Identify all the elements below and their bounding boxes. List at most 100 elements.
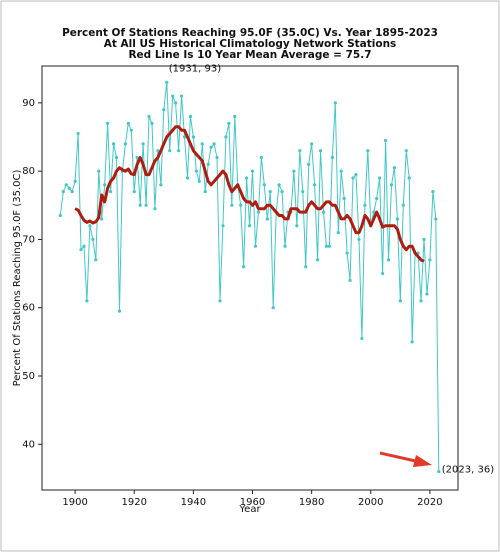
data-point bbox=[363, 203, 367, 207]
data-point bbox=[348, 278, 352, 282]
data-point bbox=[360, 336, 364, 341]
data-point bbox=[224, 135, 228, 139]
data-point bbox=[389, 183, 394, 187]
data-point bbox=[129, 128, 133, 132]
data-point bbox=[114, 155, 119, 160]
data-point bbox=[330, 155, 334, 160]
data-point bbox=[111, 142, 116, 146]
data-point bbox=[212, 142, 216, 146]
data-point bbox=[209, 145, 213, 149]
y-tick-label: 90 bbox=[22, 98, 35, 109]
data-point bbox=[277, 183, 281, 187]
data-point bbox=[259, 155, 263, 160]
data-point bbox=[58, 213, 62, 218]
data-point bbox=[141, 142, 145, 146]
data-point bbox=[179, 94, 184, 98]
data-point bbox=[431, 190, 435, 194]
data-point bbox=[342, 196, 346, 201]
y-tick-label: 60 bbox=[22, 303, 35, 314]
data-point bbox=[419, 299, 423, 303]
data-point bbox=[253, 244, 258, 248]
data-point bbox=[221, 224, 225, 228]
data-point bbox=[244, 176, 249, 180]
data-point bbox=[247, 224, 252, 228]
y-tick-label: 80 bbox=[22, 166, 35, 177]
data-point bbox=[407, 176, 411, 180]
data-point bbox=[307, 162, 311, 166]
data-point bbox=[132, 190, 136, 194]
data-point bbox=[82, 244, 86, 248]
annotation: (2023, 36) bbox=[442, 465, 494, 476]
data-point bbox=[357, 237, 361, 242]
data-point bbox=[378, 176, 382, 180]
data-point bbox=[100, 217, 104, 221]
data-point bbox=[354, 172, 358, 177]
data-point bbox=[327, 244, 331, 248]
data-point bbox=[197, 179, 201, 183]
data-point bbox=[165, 80, 169, 84]
y-tick-label: 50 bbox=[22, 371, 35, 382]
data-point bbox=[203, 190, 207, 194]
data-point bbox=[333, 101, 337, 105]
x-tick-label: 1980 bbox=[299, 497, 324, 508]
data-point bbox=[200, 142, 204, 146]
data-point bbox=[298, 149, 302, 153]
data-point bbox=[318, 149, 323, 153]
data-point bbox=[171, 94, 175, 98]
data-point bbox=[108, 190, 113, 194]
data-point bbox=[239, 203, 243, 207]
data-point bbox=[295, 224, 299, 228]
data-point bbox=[97, 169, 101, 173]
data-point bbox=[375, 196, 379, 201]
data-point bbox=[182, 135, 187, 139]
data-point bbox=[395, 217, 399, 221]
data-point bbox=[410, 340, 414, 344]
data-point bbox=[85, 299, 89, 303]
y-axis-label: Percent Of Stations Reaching 95.0F (35.0… bbox=[12, 169, 23, 386]
mean-line bbox=[74, 125, 425, 263]
data-point bbox=[422, 237, 426, 242]
x-tick-label: 2020 bbox=[417, 497, 442, 508]
data-point bbox=[218, 299, 222, 303]
data-point bbox=[135, 155, 139, 160]
data-point bbox=[159, 183, 163, 187]
data-point bbox=[233, 114, 237, 119]
x-axis-label: Year bbox=[238, 504, 261, 515]
data-point bbox=[265, 217, 269, 221]
data-point bbox=[336, 230, 340, 235]
x-tick-label: 1940 bbox=[181, 497, 206, 508]
data-point bbox=[434, 217, 438, 221]
data-point bbox=[292, 169, 296, 173]
data-point bbox=[94, 258, 98, 262]
data-point bbox=[64, 183, 68, 187]
data-point bbox=[147, 114, 151, 119]
data-point bbox=[174, 101, 178, 105]
data-point bbox=[185, 176, 190, 180]
chart-title: Red Line Is 10 Year Mean Average = 75.7 bbox=[128, 49, 371, 61]
data-point bbox=[262, 183, 266, 187]
arrow-shaft bbox=[379, 451, 421, 464]
arrow-head bbox=[413, 455, 432, 467]
arrow bbox=[379, 451, 432, 467]
data-point bbox=[91, 237, 95, 242]
x-tick-label: 1920 bbox=[122, 497, 147, 508]
data-point bbox=[283, 244, 287, 248]
data-point bbox=[321, 210, 326, 214]
data-point bbox=[230, 203, 234, 207]
data-point bbox=[176, 149, 181, 153]
data-point bbox=[383, 138, 388, 143]
data-point bbox=[191, 135, 195, 139]
data-point bbox=[428, 258, 432, 262]
x-tick-label: 2000 bbox=[358, 497, 383, 508]
plot-area bbox=[41, 65, 459, 491]
data-point bbox=[313, 183, 317, 187]
data-point bbox=[386, 258, 391, 262]
data-point bbox=[256, 210, 261, 214]
data-point bbox=[117, 309, 122, 313]
data-point bbox=[227, 121, 231, 125]
data-point bbox=[206, 162, 210, 166]
data-point bbox=[150, 121, 154, 125]
data-point bbox=[250, 169, 255, 173]
data-point bbox=[215, 155, 219, 160]
